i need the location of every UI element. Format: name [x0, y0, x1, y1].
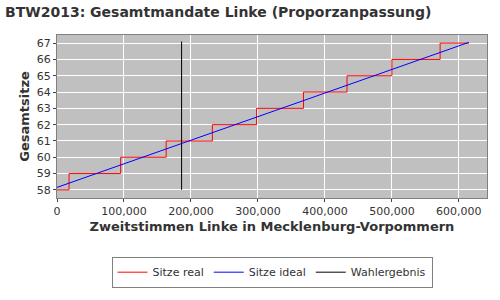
svg-text:100,000: 100,000 — [101, 205, 147, 218]
svg-text:65: 65 — [37, 70, 51, 83]
svg-text:Zweitstimmen Linke in Mecklenb: Zweitstimmen Linke in Mecklenburg-Vorpom… — [90, 219, 455, 234]
svg-text:500,000: 500,000 — [369, 205, 415, 218]
svg-text:Gesamtsitze: Gesamtsitze — [17, 71, 32, 162]
svg-text:400,000: 400,000 — [302, 205, 348, 218]
svg-text:59: 59 — [37, 167, 51, 180]
svg-text:64: 64 — [37, 86, 51, 99]
svg-text:Sitze ideal: Sitze ideal — [249, 266, 306, 279]
svg-text:60: 60 — [37, 151, 51, 164]
svg-text:0: 0 — [54, 205, 61, 218]
svg-text:67: 67 — [37, 37, 51, 50]
svg-text:BTW2013: Gesamtmandate Linke (: BTW2013: Gesamtmandate Linke (Proporzanp… — [5, 4, 431, 20]
svg-text:66: 66 — [37, 53, 51, 66]
svg-text:63: 63 — [37, 102, 51, 115]
svg-text:Sitze real: Sitze real — [153, 266, 204, 279]
svg-text:62: 62 — [37, 119, 51, 132]
svg-text:600,000: 600,000 — [436, 205, 482, 218]
svg-text:Wahlergebnis: Wahlergebnis — [351, 266, 426, 279]
svg-text:61: 61 — [37, 135, 51, 148]
svg-text:58: 58 — [37, 184, 51, 197]
svg-text:300,000: 300,000 — [235, 205, 281, 218]
svg-text:200,000: 200,000 — [168, 205, 214, 218]
